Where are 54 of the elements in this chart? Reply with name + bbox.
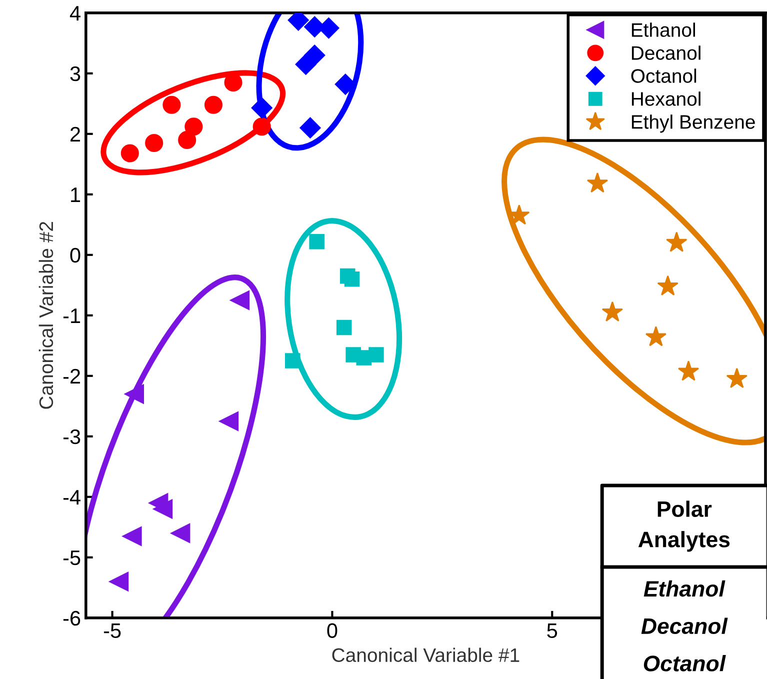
point [344, 271, 360, 287]
point [726, 368, 748, 388]
y-tick-label: 4 [70, 6, 80, 20]
point [309, 234, 324, 250]
point [162, 96, 181, 114]
point [124, 384, 144, 404]
point [109, 572, 129, 592]
point [336, 320, 352, 336]
point [678, 360, 700, 381]
point [666, 232, 688, 252]
point [252, 118, 271, 136]
point [219, 412, 239, 431]
x-tick-label: 0 [327, 623, 338, 638]
point [295, 54, 316, 75]
y-tick-label: -2 [63, 368, 80, 384]
point [230, 290, 250, 310]
point [153, 499, 173, 519]
x-tick-label: -5 [104, 624, 121, 638]
legend-label: Octanol [631, 68, 696, 83]
point [204, 96, 222, 114]
y-tick-label: 3 [70, 66, 80, 82]
y-tick-label: 0 [70, 248, 80, 263]
x-tick-label: 5 [547, 624, 558, 638]
point [284, 353, 300, 368]
legend-label: Ethyl Benzene [632, 114, 755, 133]
y-tick-label: -4 [63, 490, 80, 504]
point [586, 172, 608, 193]
y-tick-label: 1 [71, 188, 80, 202]
point [251, 97, 272, 118]
legend-label: Ethanol [632, 22, 696, 37]
point [145, 134, 164, 152]
point [122, 526, 142, 546]
point [602, 301, 623, 322]
legend-label: Decanol [632, 46, 700, 60]
x-axis-title: Canonical Variable #1 [332, 648, 520, 662]
point [184, 118, 203, 136]
y-tick-label: -6 [63, 610, 80, 626]
point [178, 130, 196, 149]
point [645, 326, 667, 346]
y-tick-label: -1 [63, 308, 80, 323]
annotation: Polar Analytes [638, 500, 730, 552]
point [170, 523, 190, 543]
y-tick-label: -3 [63, 429, 80, 444]
point [368, 347, 384, 362]
point [300, 117, 321, 138]
y-tick-label: -5 [63, 550, 80, 566]
text: Octanol [644, 655, 726, 672]
annotation: Decanol [641, 618, 728, 634]
y-axis-title: Canonical Variable #2 [38, 222, 54, 409]
annotation: Ethanol [644, 580, 726, 597]
point [657, 275, 678, 296]
legend-label: Hexanol [632, 92, 700, 106]
point [120, 144, 139, 162]
y-tick-label: 2 [70, 126, 80, 142]
